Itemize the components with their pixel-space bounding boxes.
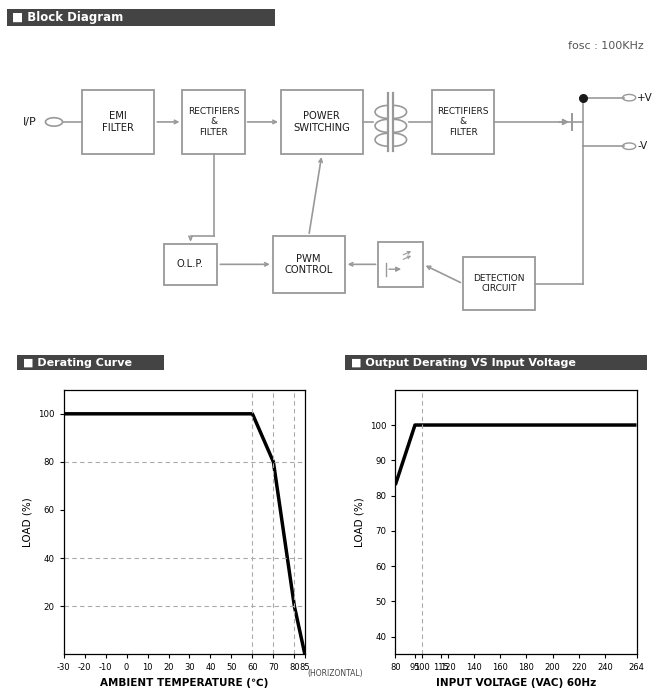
Text: RECTIFIERS
&
FILTER: RECTIFIERS & FILTER <box>188 107 239 137</box>
Text: ■ Derating Curve: ■ Derating Curve <box>23 358 131 367</box>
Y-axis label: LOAD (%): LOAD (%) <box>354 497 364 547</box>
FancyBboxPatch shape <box>273 236 345 292</box>
FancyBboxPatch shape <box>182 90 245 155</box>
FancyBboxPatch shape <box>379 242 423 287</box>
FancyBboxPatch shape <box>432 90 494 155</box>
Text: I/P: I/P <box>23 117 37 127</box>
Y-axis label: LOAD (%): LOAD (%) <box>23 497 33 547</box>
FancyBboxPatch shape <box>82 90 154 155</box>
FancyBboxPatch shape <box>281 90 363 155</box>
Text: +V: +V <box>637 93 653 103</box>
Text: ■ Block Diagram: ■ Block Diagram <box>12 11 123 24</box>
Text: (HORIZONTAL): (HORIZONTAL) <box>308 669 363 678</box>
X-axis label: INPUT VOLTAGE (VAC) 60Hz: INPUT VOLTAGE (VAC) 60Hz <box>436 678 596 688</box>
Text: EMI
FILTER: EMI FILTER <box>103 111 134 133</box>
FancyBboxPatch shape <box>463 257 535 310</box>
Text: ■ Output Derating VS Input Voltage: ■ Output Derating VS Input Voltage <box>351 358 576 367</box>
FancyBboxPatch shape <box>163 244 218 285</box>
Text: RECTIFIERS
&
FILTER: RECTIFIERS & FILTER <box>438 107 489 137</box>
Text: fosc : 100KHz: fosc : 100KHz <box>568 41 644 51</box>
Text: O.L.P.: O.L.P. <box>177 260 204 269</box>
Text: -V: -V <box>637 141 647 151</box>
Text: POWER
SWITCHING: POWER SWITCHING <box>293 111 350 133</box>
Text: DETECTION
CIRCUIT: DETECTION CIRCUIT <box>474 274 525 294</box>
X-axis label: AMBIENT TEMPERATURE (℃): AMBIENT TEMPERATURE (℃) <box>100 678 269 688</box>
Text: PWM
CONTROL: PWM CONTROL <box>285 253 333 275</box>
